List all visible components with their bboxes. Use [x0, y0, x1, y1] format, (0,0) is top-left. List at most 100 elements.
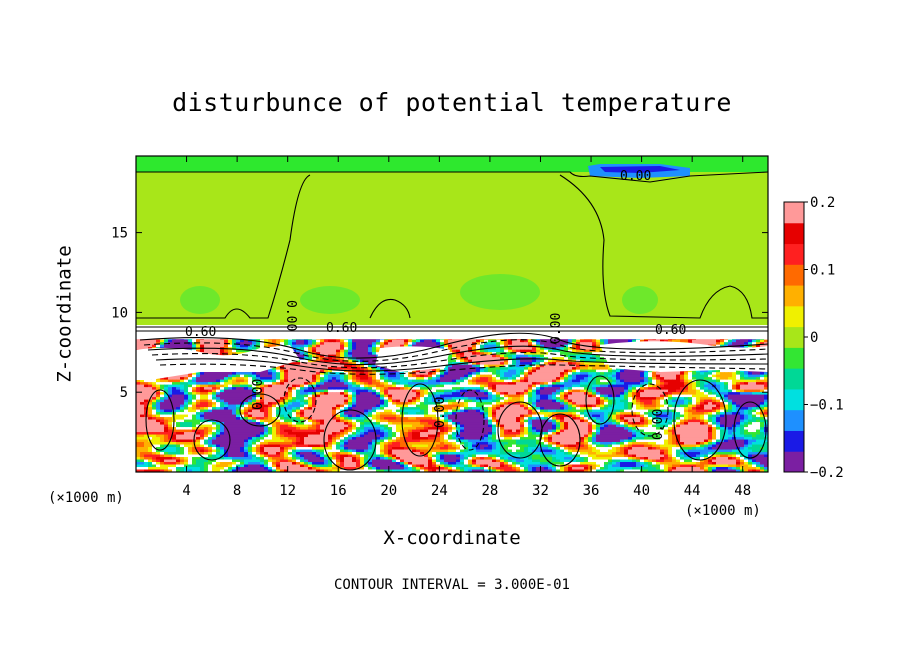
field-cell [552, 357, 557, 361]
field-cell [472, 409, 477, 413]
field-cell [360, 387, 365, 391]
field-cell [384, 372, 389, 376]
field-cell [688, 409, 693, 413]
field-cell [412, 389, 417, 393]
field-cell [496, 367, 501, 371]
field-cell [364, 377, 369, 381]
field-cell [672, 397, 677, 401]
field-cell [720, 369, 725, 373]
field-cell [596, 339, 601, 343]
field-cell [312, 379, 317, 383]
field-cell [148, 409, 153, 413]
field-cell [476, 349, 481, 353]
field-cell [732, 389, 737, 393]
field-cell [380, 397, 385, 401]
field-cell [308, 347, 313, 351]
field-cell [692, 387, 697, 391]
field-cell [340, 339, 345, 343]
field-cell [296, 354, 301, 358]
field-cell [552, 392, 557, 396]
field-cell [508, 362, 513, 366]
field-cell [492, 357, 497, 361]
field-cell [300, 394, 305, 398]
field-cell [376, 344, 381, 348]
field-cell [660, 372, 665, 376]
field-cell [660, 394, 665, 398]
field-cell [544, 412, 549, 416]
field-cell [160, 387, 165, 391]
field-cell [200, 384, 205, 388]
field-cell [752, 374, 757, 378]
field-cell [572, 349, 577, 353]
field-cell [452, 402, 457, 406]
field-cell [344, 387, 349, 391]
field-cell [156, 402, 161, 406]
field-cell [312, 349, 317, 353]
field-cell [476, 342, 481, 346]
field-cell [156, 339, 161, 343]
field-cell [512, 369, 517, 373]
field-cell [344, 342, 349, 346]
field-cell [284, 364, 289, 368]
field-cell [760, 339, 765, 343]
field-cell [440, 344, 445, 348]
field-cell [368, 347, 373, 351]
field-cell [444, 374, 449, 378]
field-cell [212, 384, 217, 388]
field-cell [716, 344, 721, 348]
field-cell [668, 384, 673, 388]
field-cell [692, 339, 697, 343]
field-cell [468, 377, 473, 381]
field-cell [732, 399, 737, 403]
field-cell [556, 362, 561, 366]
field-cell [548, 374, 553, 378]
field-cell [184, 407, 189, 411]
field-cell [336, 377, 341, 381]
field-cell [352, 362, 357, 366]
field-cell [452, 372, 457, 376]
field-cell [256, 372, 261, 376]
field-cell [584, 377, 589, 381]
field-cell [696, 389, 701, 393]
field-cell [140, 412, 145, 416]
field-cell [528, 409, 533, 413]
field-cell [704, 342, 709, 346]
field-cell [732, 387, 737, 391]
field-cell [148, 344, 153, 348]
field-cell [732, 397, 737, 401]
field-cell [148, 389, 153, 393]
field-cell [300, 372, 305, 376]
field-cell [324, 362, 329, 366]
field-cell [156, 409, 161, 413]
field-cell [324, 394, 329, 398]
field-cell [400, 402, 405, 406]
field-cell [544, 407, 549, 411]
field-cell [288, 392, 293, 396]
field-cell [756, 384, 761, 388]
field-cell [420, 344, 425, 348]
field-cell [612, 409, 617, 413]
field-cell [180, 409, 185, 413]
field-cell [452, 409, 457, 413]
field-cell [408, 412, 413, 416]
field-cell [476, 357, 481, 361]
field-cell [596, 349, 601, 353]
field-cell [560, 374, 565, 378]
field-cell [692, 369, 697, 373]
field-cell [512, 377, 517, 381]
field-cell [208, 392, 213, 396]
field-cell [164, 394, 169, 398]
field-cell [244, 392, 249, 396]
field-cell [364, 364, 369, 368]
field-cell [588, 392, 593, 396]
field-cell [280, 414, 285, 418]
field-cell [264, 339, 269, 343]
field-cell [516, 377, 521, 381]
field-cell [724, 412, 729, 416]
field-cell [192, 404, 197, 408]
field-cell [568, 377, 573, 381]
field-cell [536, 362, 541, 366]
field-cell [636, 369, 641, 373]
field-cell [556, 399, 561, 403]
field-cell [432, 412, 437, 416]
